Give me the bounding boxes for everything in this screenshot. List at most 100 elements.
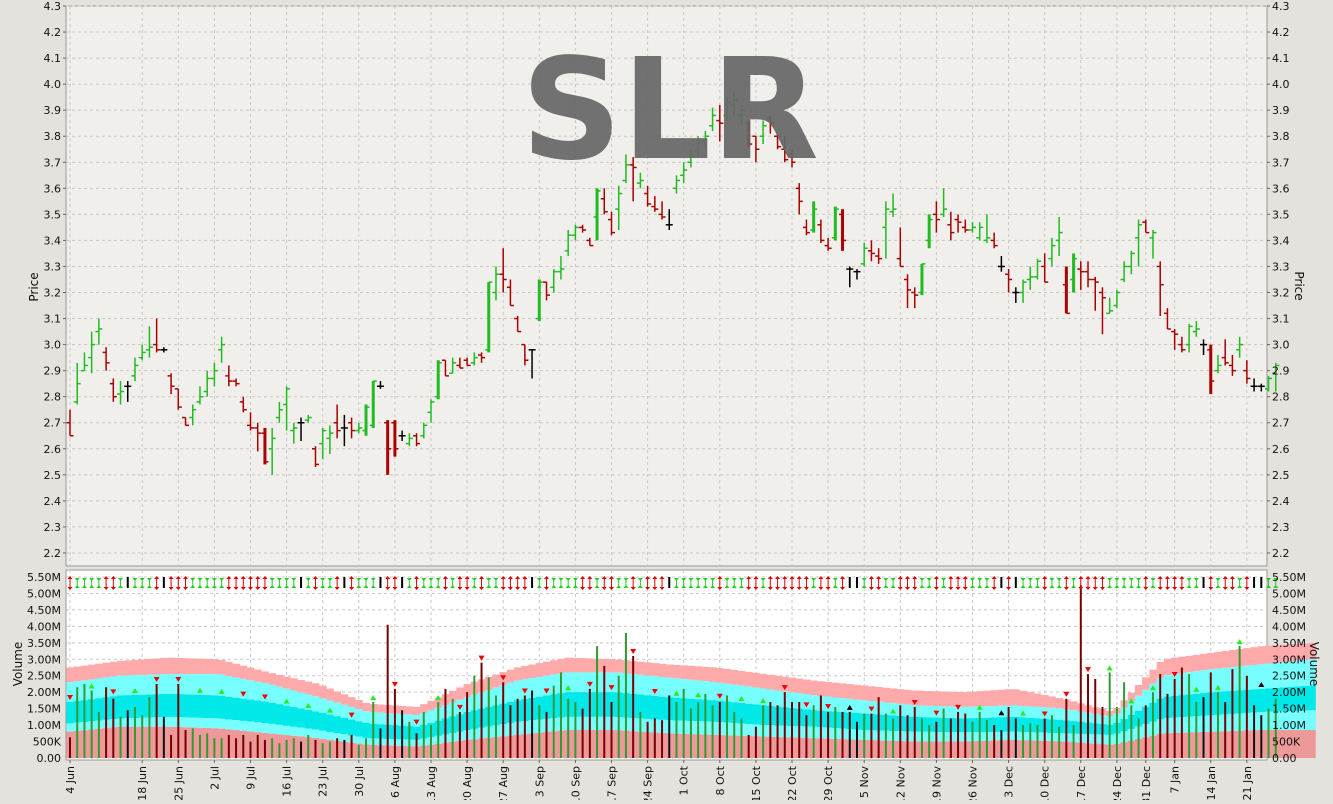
volume-signal-triangle (1085, 667, 1092, 673)
volume-tick-label: 2.50M (1272, 670, 1306, 683)
signal-marker (507, 587, 513, 590)
volume-band-mid (564, 672, 573, 693)
volume-band-outer (514, 667, 522, 681)
price-tick-label: 4.0 (1272, 78, 1290, 91)
volume-band-outer (607, 659, 616, 673)
volume-band-inner (579, 692, 587, 717)
volume-band-outer (174, 657, 183, 675)
signal-marker (356, 585, 362, 588)
signal-marker (868, 576, 874, 579)
signal-marker (912, 576, 918, 579)
volume-band-mid (579, 672, 587, 693)
signal-marker (673, 578, 679, 581)
signal-marker (479, 576, 485, 579)
price-tick-label: 3.1 (1272, 313, 1290, 326)
signal-marker (775, 576, 781, 579)
price-tick-label: 4.1 (44, 52, 62, 65)
signal-marker (414, 576, 420, 579)
signal-marker (1222, 587, 1228, 590)
signal-marker (652, 587, 658, 590)
volume-band-outer (940, 691, 948, 707)
volume-band-outer (1156, 662, 1165, 678)
volume-band-lower (275, 724, 284, 735)
signal-marker (1049, 585, 1055, 588)
signal-marker (421, 578, 427, 581)
volume-band-lower (319, 730, 327, 739)
date-tick-label: 17 Sep (606, 766, 619, 800)
volume-band-outer (1207, 652, 1215, 670)
volume-band-lower (218, 718, 226, 729)
price-tick-label: 2.5 (44, 469, 62, 482)
signal-marker (1136, 578, 1142, 581)
signal-marker (695, 578, 701, 581)
price-tick-label: 2.3 (44, 521, 62, 534)
price-tick-label: 2.3 (1272, 521, 1290, 534)
signal-marker (1020, 578, 1026, 581)
date-tick-label: 16 Jul (281, 766, 294, 797)
volume-band-outer (427, 700, 435, 711)
volume-band-mid (947, 706, 955, 719)
volume-band-inner (737, 702, 746, 724)
volume-band-mid (752, 687, 760, 705)
signal-marker (1085, 576, 1091, 579)
date-tick-label: 1 Oct (678, 765, 691, 795)
volume-band-outer (1033, 693, 1042, 707)
volume-signal-triangle (976, 704, 983, 710)
price-grid (66, 5, 1267, 566)
signal-marker (1063, 576, 1069, 579)
volume-band-mid (210, 674, 219, 696)
signal-marker (428, 585, 434, 588)
signal-marker (991, 587, 997, 590)
volume-band-outer (773, 675, 782, 691)
volume-band-lower (181, 717, 190, 728)
signal-marker (291, 578, 297, 581)
signal-marker (868, 587, 874, 590)
volume-band-outer (297, 679, 305, 693)
signal-marker (919, 578, 925, 581)
volume-band-mid (1301, 659, 1309, 687)
volume-band-outer (752, 672, 760, 688)
signal-marker (551, 578, 557, 581)
volume-signal-triangle (413, 719, 420, 725)
volume-band-mid (636, 674, 645, 695)
signal-marker (435, 578, 441, 581)
price-tick-label: 4.2 (1272, 26, 1290, 39)
volume-band-inner (1257, 688, 1266, 712)
volume-tick-label: 1.50M (27, 703, 61, 716)
volume-band-outer (600, 658, 609, 673)
volume-band-inner (1286, 687, 1295, 711)
signal-marker (926, 578, 932, 581)
volume-band-outer (853, 684, 861, 700)
signal-marker (645, 576, 651, 579)
signal-marker (897, 576, 903, 579)
signal-marker (609, 587, 614, 590)
signal-marker (1071, 578, 1077, 581)
signal-marker (1273, 578, 1279, 581)
volume-tick-label: 2.00M (1272, 686, 1306, 699)
price-tick-label: 4.0 (44, 78, 62, 91)
signal-marker (905, 587, 911, 590)
signal-marker (154, 576, 160, 579)
signal-marker (507, 576, 513, 579)
volume-signal-triangle (781, 685, 788, 691)
volume-band-outer (203, 658, 212, 675)
signal-marker (1179, 576, 1185, 579)
volume-band-inner (124, 695, 132, 719)
signal-marker (1208, 587, 1214, 590)
volume-band-outer (210, 659, 219, 675)
volume-signal-triangle (738, 695, 745, 701)
volume-band-inner (1250, 689, 1258, 713)
price-tick-label: 3.6 (44, 182, 62, 195)
signal-marker (110, 576, 116, 579)
volume-band-outer (1243, 648, 1251, 666)
volume-band-outer (456, 687, 464, 700)
volume-band-inner (752, 704, 760, 725)
signal-marker (363, 578, 369, 581)
volume-band-inner (412, 726, 421, 740)
volume-band-mid (990, 705, 999, 718)
signal-marker (1121, 578, 1127, 581)
date-tick-label: 18 Jun (136, 766, 149, 800)
volume-band-mid (282, 688, 291, 706)
signal-marker (269, 578, 275, 581)
